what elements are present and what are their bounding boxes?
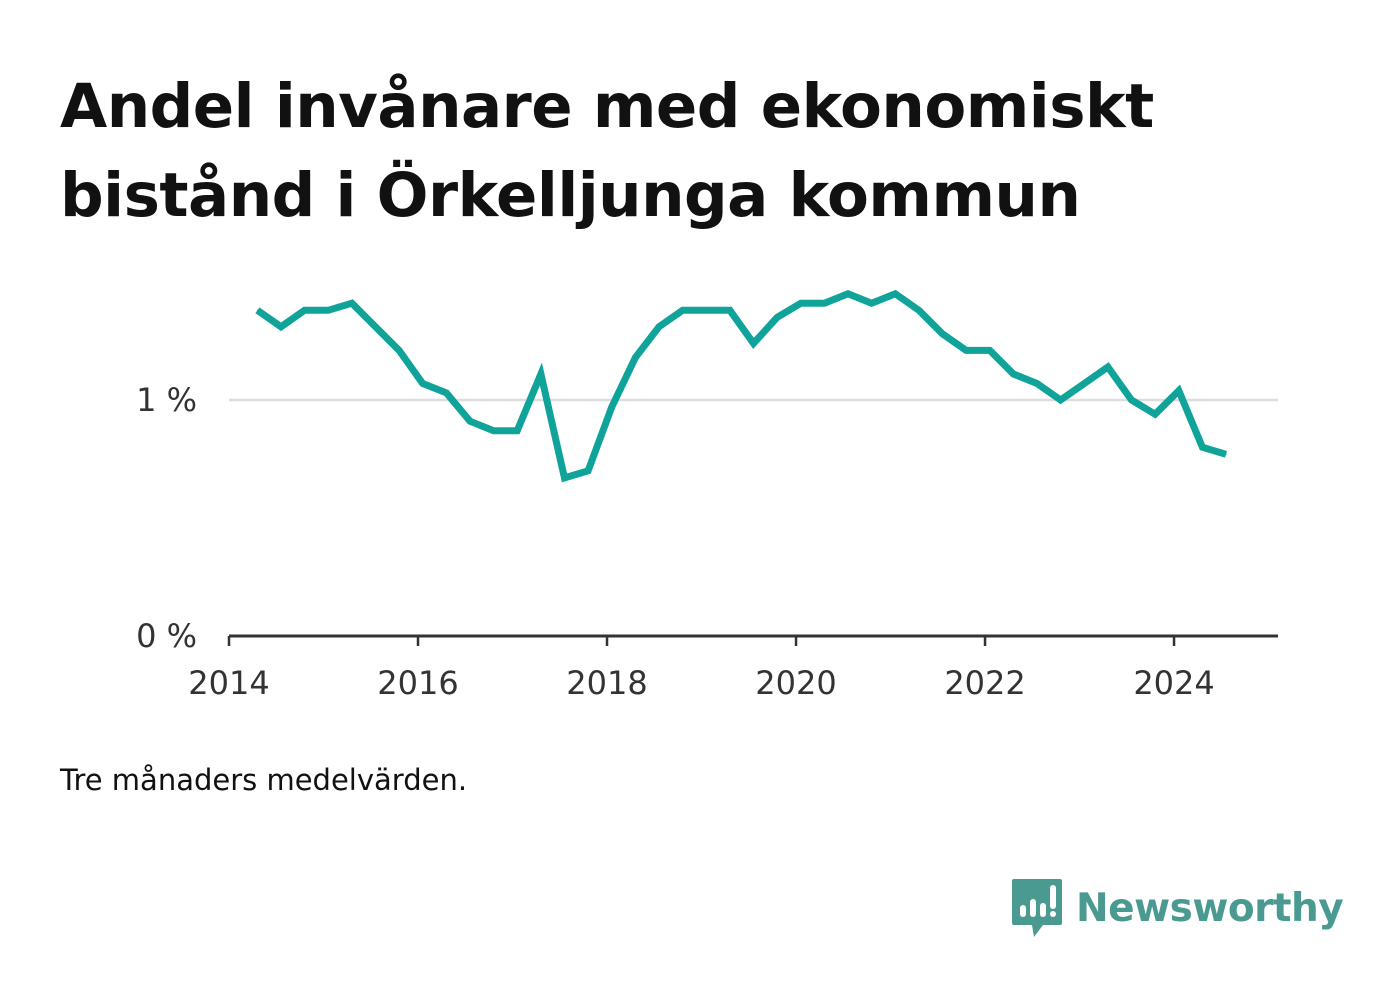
data-point: [1036, 383, 1038, 384]
data-point: [776, 316, 778, 318]
data-point: [918, 309, 920, 311]
data-point: [564, 477, 565, 479]
data-point: [469, 420, 471, 422]
data-point: [871, 302, 873, 304]
data-point: [375, 326, 376, 328]
data-point: [682, 309, 684, 311]
data-point: [753, 342, 754, 344]
data-point: [516, 430, 518, 432]
x-tick-label: 2014: [188, 664, 269, 702]
data-point: [989, 349, 991, 351]
data-point: [1083, 383, 1085, 384]
data-point: [1178, 390, 1180, 392]
tick-labels: 0 % 1 % 2014 2016 2018 2020 2022 2024: [136, 381, 1215, 702]
data-series: [255, 289, 1228, 483]
y-tick-label: 0 %: [136, 617, 197, 655]
bar-chart-speech-bubble-icon: [1012, 879, 1062, 937]
page-title: Andel invånare med ekonomiskt bistånd i …: [60, 71, 1154, 231]
data-point: [965, 349, 967, 351]
data-point: [658, 326, 660, 328]
x-tick-label: 2016: [377, 664, 458, 702]
data-point: [327, 309, 329, 311]
data-point: [256, 309, 258, 311]
data-point: [1060, 399, 1062, 401]
x-tick-label: 2024: [1133, 664, 1214, 702]
data-point: [280, 326, 282, 328]
data-point: [1154, 413, 1156, 415]
y-tick-label: 1 %: [136, 381, 197, 419]
data-point: [398, 349, 400, 351]
data-point: [1201, 446, 1203, 448]
data-point: [587, 470, 589, 472]
x-tick-label: 2022: [944, 664, 1025, 702]
x-tick-label: 2020: [755, 664, 836, 702]
data-point: [540, 373, 542, 375]
data-point: [445, 392, 447, 394]
data-point: [351, 302, 353, 304]
data-point: [823, 302, 825, 304]
series-line: [255, 289, 1228, 483]
data-point: [1225, 453, 1227, 455]
brand-logo: Newsworthy: [1010, 876, 1344, 940]
data-point: [634, 357, 636, 358]
data-point: [611, 406, 613, 408]
data-point: [800, 302, 802, 304]
x-tick-label: 2018: [566, 664, 647, 702]
data-point: [942, 333, 943, 335]
data-point: [422, 383, 424, 384]
data-point: [705, 309, 707, 311]
data-point: [304, 309, 306, 311]
x-axis: [227, 634, 1278, 646]
data-point: [1107, 366, 1109, 368]
data-point: [1012, 373, 1014, 375]
brand-name: Newsworthy: [1076, 885, 1344, 931]
data-point: [493, 430, 495, 432]
data-point: [894, 293, 896, 295]
footnote: Tre månaders medelvärden.: [60, 763, 468, 797]
data-point: [1131, 399, 1132, 401]
data-point: [729, 309, 731, 311]
data-point: [847, 293, 849, 295]
